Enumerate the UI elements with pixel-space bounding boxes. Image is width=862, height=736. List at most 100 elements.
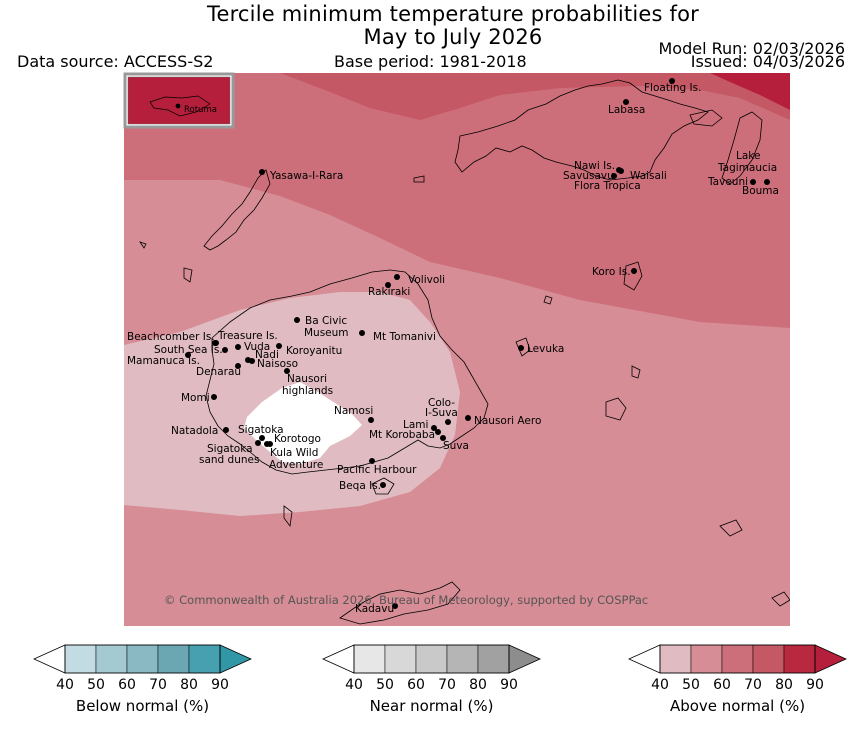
place-dot [368,417,374,423]
place-dot [259,169,265,175]
place-label: Momi [181,392,210,404]
colorbar-tick-label: 60 [713,677,731,693]
kadavu-coast [339,581,461,625]
place-marker: Momi [181,392,217,404]
colorbar-segment [353,644,386,674]
place-dot [223,427,229,433]
place-marker: Natadola [171,425,229,437]
colorbar-segment [446,644,479,674]
colorbar-title: Above normal (%) [670,697,805,715]
colorbar-high-triangle [219,644,252,674]
place-marker: Labasa [608,99,645,116]
place-label: South Sea Is. [154,344,223,356]
place-dot [465,415,471,421]
colorbar-low-triangle [322,644,355,674]
place-marker: Namosi [334,405,374,423]
zone-above-60 [124,73,790,328]
place-marker: Taveuni [707,176,756,188]
small-island-f [283,505,293,528]
place-marker: Sigatoka [238,424,284,441]
issued-label: Issued: 04/03/2026 [690,52,845,71]
place-dot [294,317,300,323]
place-marker: Kadavu [355,603,398,615]
place-marker: Adventure [269,459,323,471]
colorbar-tick-label: 90 [500,677,518,693]
vanua-levu-coast [454,79,709,181]
place-marker: Colo- [428,397,455,409]
coastlines [139,79,790,625]
colorbar-title: Near normal (%) [370,697,494,715]
place-label: Pacific Harbour [337,464,417,476]
place-label: Floating Is. [644,82,701,94]
place-label: Suva [443,440,469,452]
small-island-a [139,241,147,249]
place-label: Savusavu [563,170,614,182]
place-marker: Yasawa-I-Rara [259,169,343,182]
place-label: Koroyanitu [286,345,342,357]
place-dot [385,282,391,288]
moala-coast [719,519,743,537]
colorbar-tick-label: 40 [56,677,74,693]
place-marker: Savusavu [563,170,617,182]
model-run-label: Model Run: 02/03/2026 [658,39,846,58]
place-dot [445,419,451,425]
place-marker: Vuda [235,341,270,353]
colorbar-segment [783,644,816,674]
place-label: Beqa Is. [339,480,381,492]
place-marker: Floating Is. [644,78,701,94]
place-label: Rakiraki [368,286,410,298]
colorbar-segment [752,644,785,674]
place-marker: Korotogo [267,433,321,447]
place-marker: Mamanuca Is. [127,352,200,367]
colorbar-high-triangle [814,644,847,674]
place-marker: I-Suva [425,407,458,425]
yasawa-coast [203,169,271,251]
colorbar-segment [188,644,221,674]
place-dot [284,368,290,374]
small-island-e [631,365,641,379]
place-label: Waisali [630,170,667,182]
place-label: Bouma [742,185,779,197]
colorbar-outline [659,644,816,674]
place-marker: Volivoli [394,274,445,286]
colorbar-tick-label: 70 [149,677,167,693]
colorbar-segment [64,644,97,674]
place-label: Sigatoka [238,424,284,436]
place-label: Sigatoka [207,443,253,455]
lau-island-coast [771,591,790,607]
place-label: Kadavu [355,603,394,615]
place-dot [255,440,261,446]
colorbar-tick-label: 50 [87,677,105,693]
place-marker: Beqa Is. [339,480,386,492]
place-label: Koro Is. [592,266,631,278]
place-dot [264,441,270,447]
place-label: Flora Tropica [574,180,641,192]
place-dot [669,78,675,84]
place-label: Mt Korobaba [369,429,435,441]
chart-title-line1: Tercile minimum temperature probabilitie… [206,2,700,26]
beqa-coast [371,477,395,495]
place-dot [440,435,446,441]
place-marker: Denarau [196,363,241,378]
place-marker: Koro Is. [592,266,637,278]
place-label: Natadola [171,425,218,437]
place-label: Nawi Is. [574,160,615,172]
place-marker: Lami [403,419,437,431]
small-island-b [183,267,193,283]
inset-rotuma-label: Rotuma [184,105,217,115]
place-dot [359,330,365,336]
place-label: Nausori [287,373,327,385]
colorbar-tick-label: 70 [744,677,762,693]
place-dot [631,268,637,274]
colorbar-tick-label: 80 [180,677,198,693]
chart-title-line2: May to July 2026 [363,25,543,49]
place-marker: Sigatoka [207,440,261,455]
place-label: Mamanuca Is. [127,355,200,367]
colorbar-segment [690,644,723,674]
koro-coast [623,261,643,291]
place-dot [369,458,375,464]
